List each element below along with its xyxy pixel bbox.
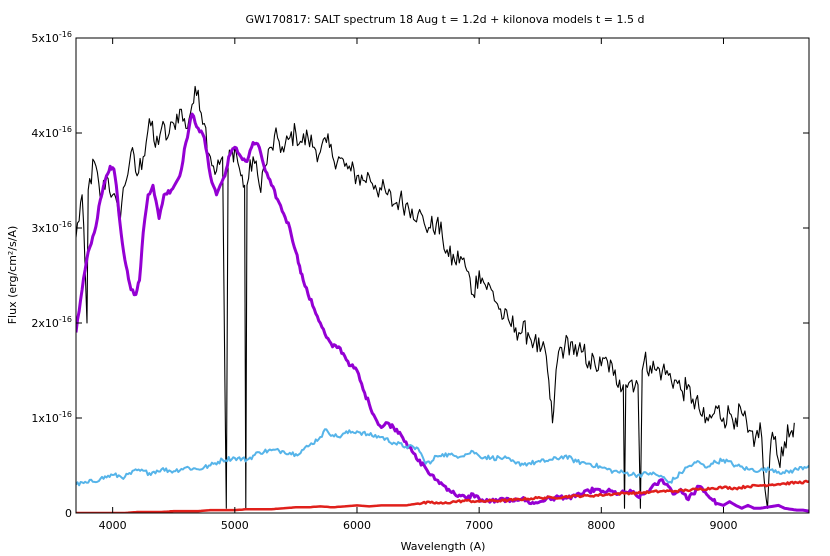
x-tick-label: 9000 <box>709 519 737 532</box>
x-tick-label: 4000 <box>99 519 127 532</box>
y-tick-label: 4x10-16 <box>31 125 72 140</box>
x-axis-label: Wavelength (A) <box>401 540 486 553</box>
y-axis: 0 1x10-16 2x10-16 3x10-16 4x10-16 5x10-16 <box>31 30 809 520</box>
x-tick-label: 5000 <box>221 519 249 532</box>
x-axis: 4000 5000 6000 7000 8000 9000 <box>99 38 737 532</box>
y-tick-label: 5x10-16 <box>31 30 72 45</box>
kilonova-model-blue-line <box>76 428 809 487</box>
chart-title: GW170817: SALT spectrum 18 Aug t = 1.2d … <box>246 13 645 26</box>
y-tick-label: 3x10-16 <box>31 220 72 235</box>
y-tick-label: 1x10-16 <box>31 410 72 425</box>
x-tick-label: 8000 <box>587 519 615 532</box>
x-tick-label: 6000 <box>343 519 371 532</box>
series-layer <box>76 85 809 513</box>
kilonova-model-red-line <box>76 479 809 513</box>
y-tick-label: 2x10-16 <box>31 315 72 330</box>
salt-spectrum-line <box>76 85 795 509</box>
plot-frame <box>75 37 810 514</box>
kilonova-model-purple-line <box>76 112 809 513</box>
y-axis-label: Flux (erg/cm²/s/A) <box>6 226 19 325</box>
y-tick-label: 0 <box>65 507 72 520</box>
x-tick-label: 7000 <box>465 519 493 532</box>
